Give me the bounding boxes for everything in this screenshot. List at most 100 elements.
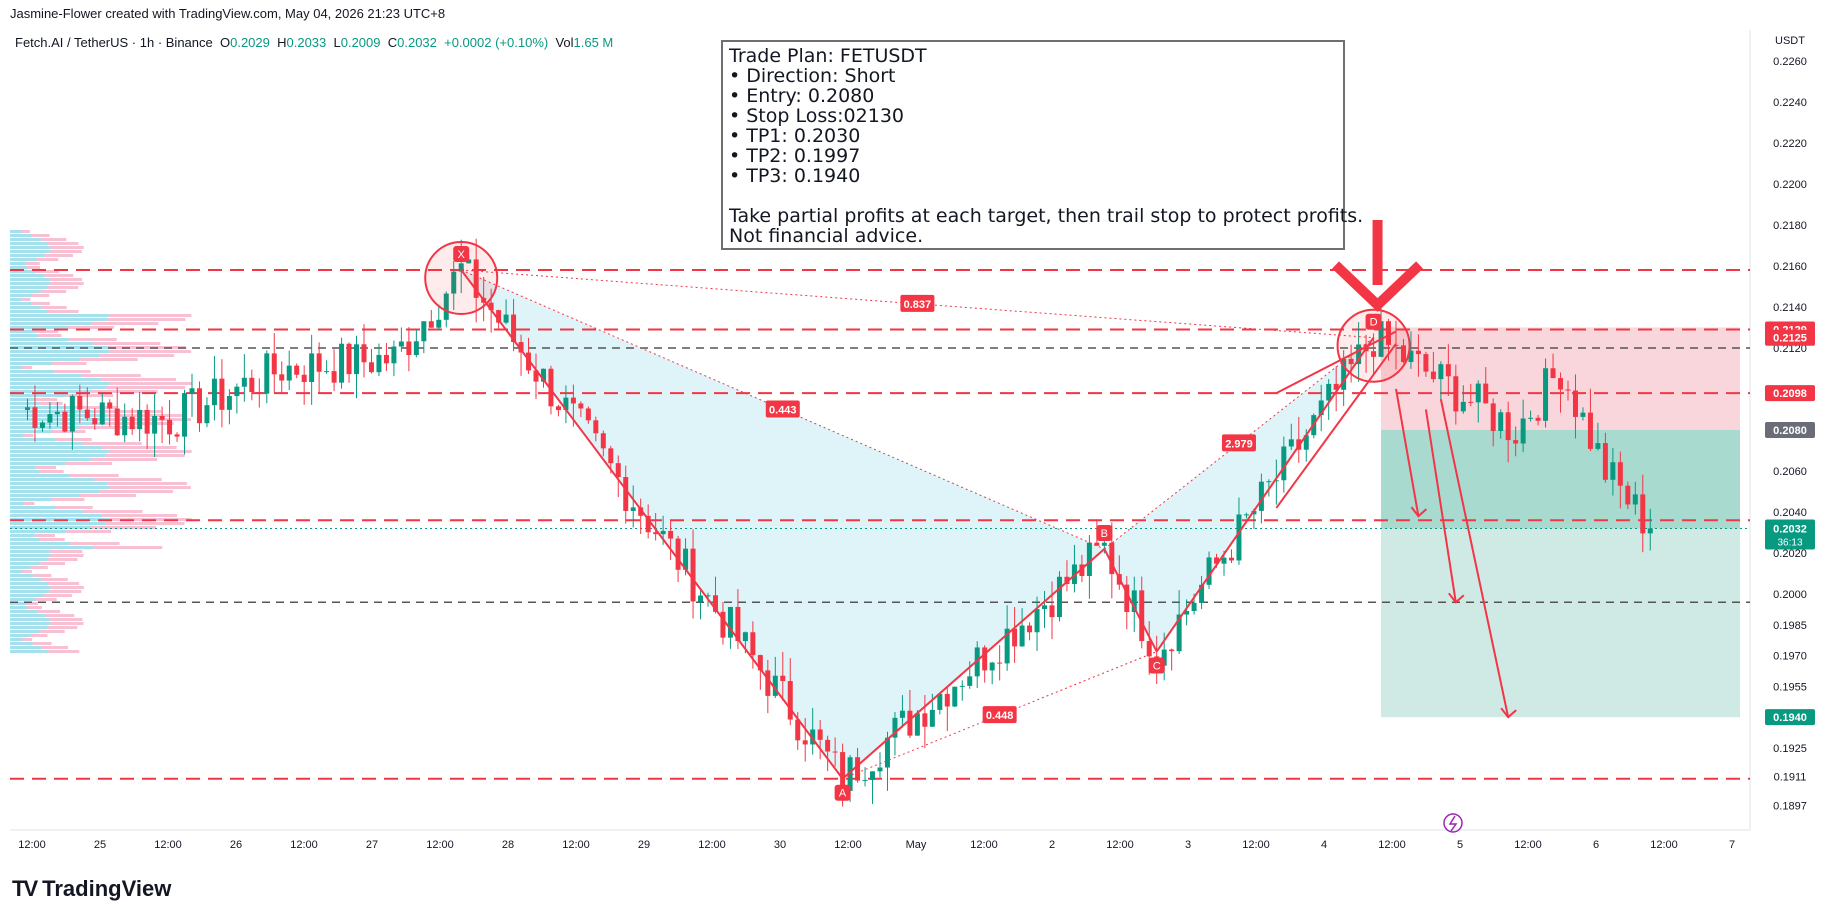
price-axis-tick: 0.2020 [1773, 548, 1807, 560]
volume-profile-bar [49, 618, 83, 621]
candle-body [1221, 557, 1227, 564]
volume-profile-bar [41, 306, 67, 309]
candle-body [735, 606, 741, 642]
volume-profile-bar [100, 354, 175, 357]
candle-body [757, 655, 763, 671]
candle-body [428, 321, 434, 328]
volume-profile-bar [47, 310, 79, 313]
volume-profile-bar [10, 474, 70, 477]
candle-body [92, 418, 98, 425]
volume-profile-bar [90, 526, 157, 529]
candle-body [383, 354, 389, 364]
candle-body [540, 368, 546, 382]
volume-profile-bar [40, 562, 66, 565]
volume-profile-bar [10, 502, 24, 505]
candle-body [226, 396, 232, 410]
trade-plan-line: Not financial advice. [729, 225, 924, 247]
volume-profile-bar [10, 258, 37, 261]
volume-profile-bar [21, 230, 30, 233]
volume-profile-bar [50, 586, 84, 589]
price-axis-tick: 0.2120 [1773, 343, 1807, 355]
tradingview-logo-icon: TV [12, 876, 38, 901]
last-price-badge: 0.2032 [1773, 523, 1807, 535]
candle-body [787, 681, 793, 720]
volume-profile-bar [30, 634, 48, 637]
time-axis-tick: 12:00 [834, 839, 862, 851]
volume-profile-bar [10, 618, 50, 621]
volume-profile-bar [10, 606, 28, 609]
volume-profile-bar [26, 266, 41, 269]
candle-body [1610, 462, 1616, 480]
time-axis-tick: 12:00 [1106, 839, 1134, 851]
candle-body [668, 530, 674, 539]
volume-profile-bar [10, 262, 27, 265]
candle-body [219, 378, 225, 410]
volume-profile-bar [10, 622, 51, 625]
candle-body [653, 532, 659, 535]
candle-body [1348, 358, 1354, 365]
symbol-name[interactable]: Fetch.AI / TetherUS · 1h · Binance [15, 35, 213, 50]
volume-profile-bar [10, 306, 42, 309]
time-axis-tick: 12:00 [1242, 839, 1270, 851]
price-axis-tick: 0.2140 [1773, 302, 1807, 314]
price-axis-tick: 0.1925 [1773, 743, 1807, 755]
candle-body [1318, 400, 1324, 416]
pivot-label-bg [1148, 657, 1165, 674]
volume-profile-bar [99, 490, 174, 493]
last-price-badge-bg [1765, 519, 1815, 550]
candle-body [466, 259, 472, 264]
candle-body [533, 370, 539, 382]
volume-profile-bar [47, 626, 78, 629]
pattern-bcd-fill [1104, 337, 1374, 652]
volume-profile-bar [10, 642, 33, 645]
tradingview-brand[interactable]: TV TradingView [12, 876, 171, 902]
candle-body [1505, 412, 1511, 441]
candle-body [1602, 443, 1608, 480]
candle-body [241, 377, 247, 387]
volume-profile-bar [40, 538, 65, 541]
price-axis-badge-bg [1765, 422, 1815, 438]
candle-body [271, 353, 277, 375]
candle-body [1595, 443, 1601, 449]
time-axis-tick: 12:00 [1378, 839, 1406, 851]
volume-profile-bar [10, 494, 80, 497]
candle-body [39, 422, 45, 428]
volume-profile-bar [50, 246, 84, 249]
candle-body [1535, 417, 1541, 421]
volume-profile-bar [10, 526, 91, 529]
trade-plan-line: • TP3: 0.1940 [729, 165, 861, 187]
target-arrow-line [1439, 399, 1510, 718]
volume-profile-bar [10, 510, 83, 513]
volume-profile-bar [36, 258, 59, 261]
candle-body [1341, 358, 1347, 390]
volume-profile-bar [10, 466, 36, 469]
target-arrow-line [1395, 388, 1420, 517]
volume-profile-bar [10, 490, 100, 493]
candle-body [1266, 481, 1272, 483]
candle-body [1438, 364, 1444, 380]
candle-body [361, 344, 367, 363]
candle-body [1371, 351, 1377, 357]
lightning-icon [1443, 813, 1463, 833]
time-axis-tick: 12:00 [290, 839, 318, 851]
volume-profile-bar [105, 522, 185, 525]
credit-line: Jasmine-Flower created with TradingView.… [10, 6, 446, 21]
trade-plan-note[interactable]: Trade Plan: FETUSDT • Direction: Short • E… [721, 40, 1363, 250]
target-arrow-line [1424, 409, 1457, 603]
candle-body [316, 353, 322, 372]
pattern-xab-fill [461, 270, 1105, 779]
candle-body [623, 477, 629, 511]
filled-profit-zone [1381, 430, 1740, 529]
candle-body [1408, 350, 1414, 363]
candle-body [286, 365, 292, 381]
candle-body [765, 670, 771, 696]
volume-profile-bar [109, 486, 191, 489]
candle-body [1109, 542, 1115, 575]
candle-body [570, 397, 576, 404]
volume-profile-bar [52, 362, 87, 365]
volume-profile-bar [40, 630, 65, 633]
volume-profile-bar [10, 354, 101, 357]
volume-profile-bar [10, 578, 42, 581]
volume-profile-bar [106, 386, 186, 389]
